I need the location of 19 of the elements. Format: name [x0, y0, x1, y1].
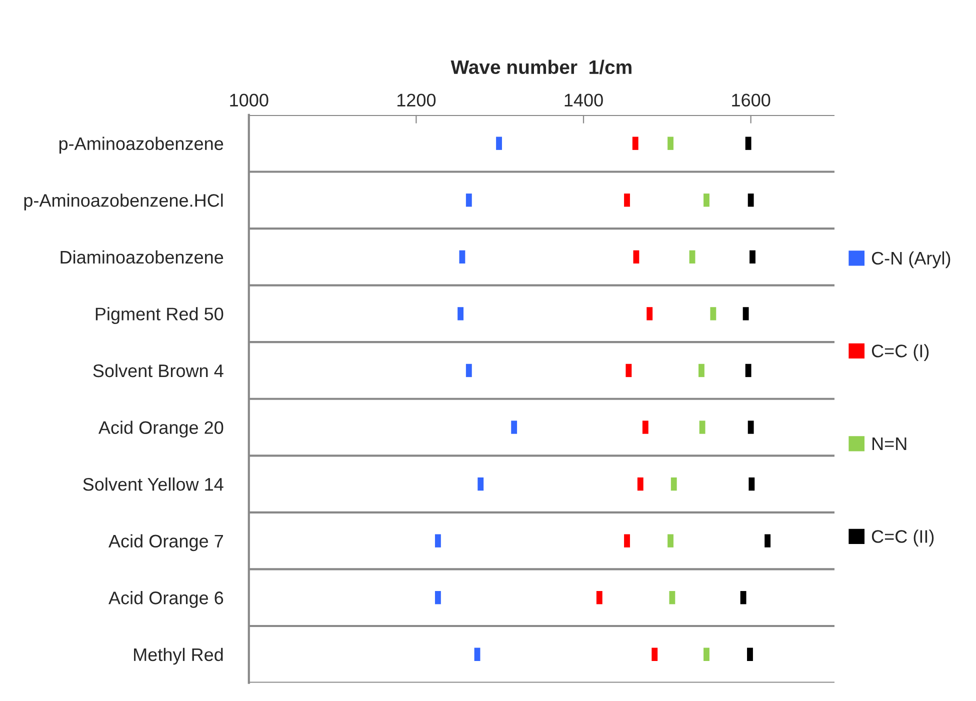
y-tick-label: Pigment Red 50 — [96, 307, 224, 324]
y-tick-label: Acid Orange 6 — [108, 591, 224, 608]
y-tick-label: Methyl Red — [134, 648, 223, 665]
y-tick-label: Diaminoazobenzene — [60, 250, 224, 264]
x-tick-label: 1000 — [230, 94, 268, 107]
y-tick-label: Acid Orange 20 — [98, 420, 224, 438]
y-tick-label: p-Aminoazobenzene — [59, 136, 224, 154]
x-tick-label: 1600 — [732, 94, 770, 107]
x-tick-label: 1200 — [397, 94, 436, 107]
legend-label: C=C (II) — [872, 530, 934, 546]
legend-label: C=C (I) — [872, 344, 929, 361]
y-tick-label: Acid Orange 7 — [108, 534, 223, 552]
x-axis-title: Wave number 1/cm — [450, 60, 632, 74]
y-tick-label: p-Aminoazobenzene.HCl — [24, 194, 223, 210]
y-tick-label: Solvent Yellow 14 — [83, 478, 224, 491]
x-tick-label: 1400 — [564, 94, 603, 107]
y-tick-label: Solvent Brown 4 — [93, 364, 224, 378]
legend-label: N=N — [872, 438, 906, 450]
legend-label: C-N (Aryl) — [872, 251, 950, 268]
